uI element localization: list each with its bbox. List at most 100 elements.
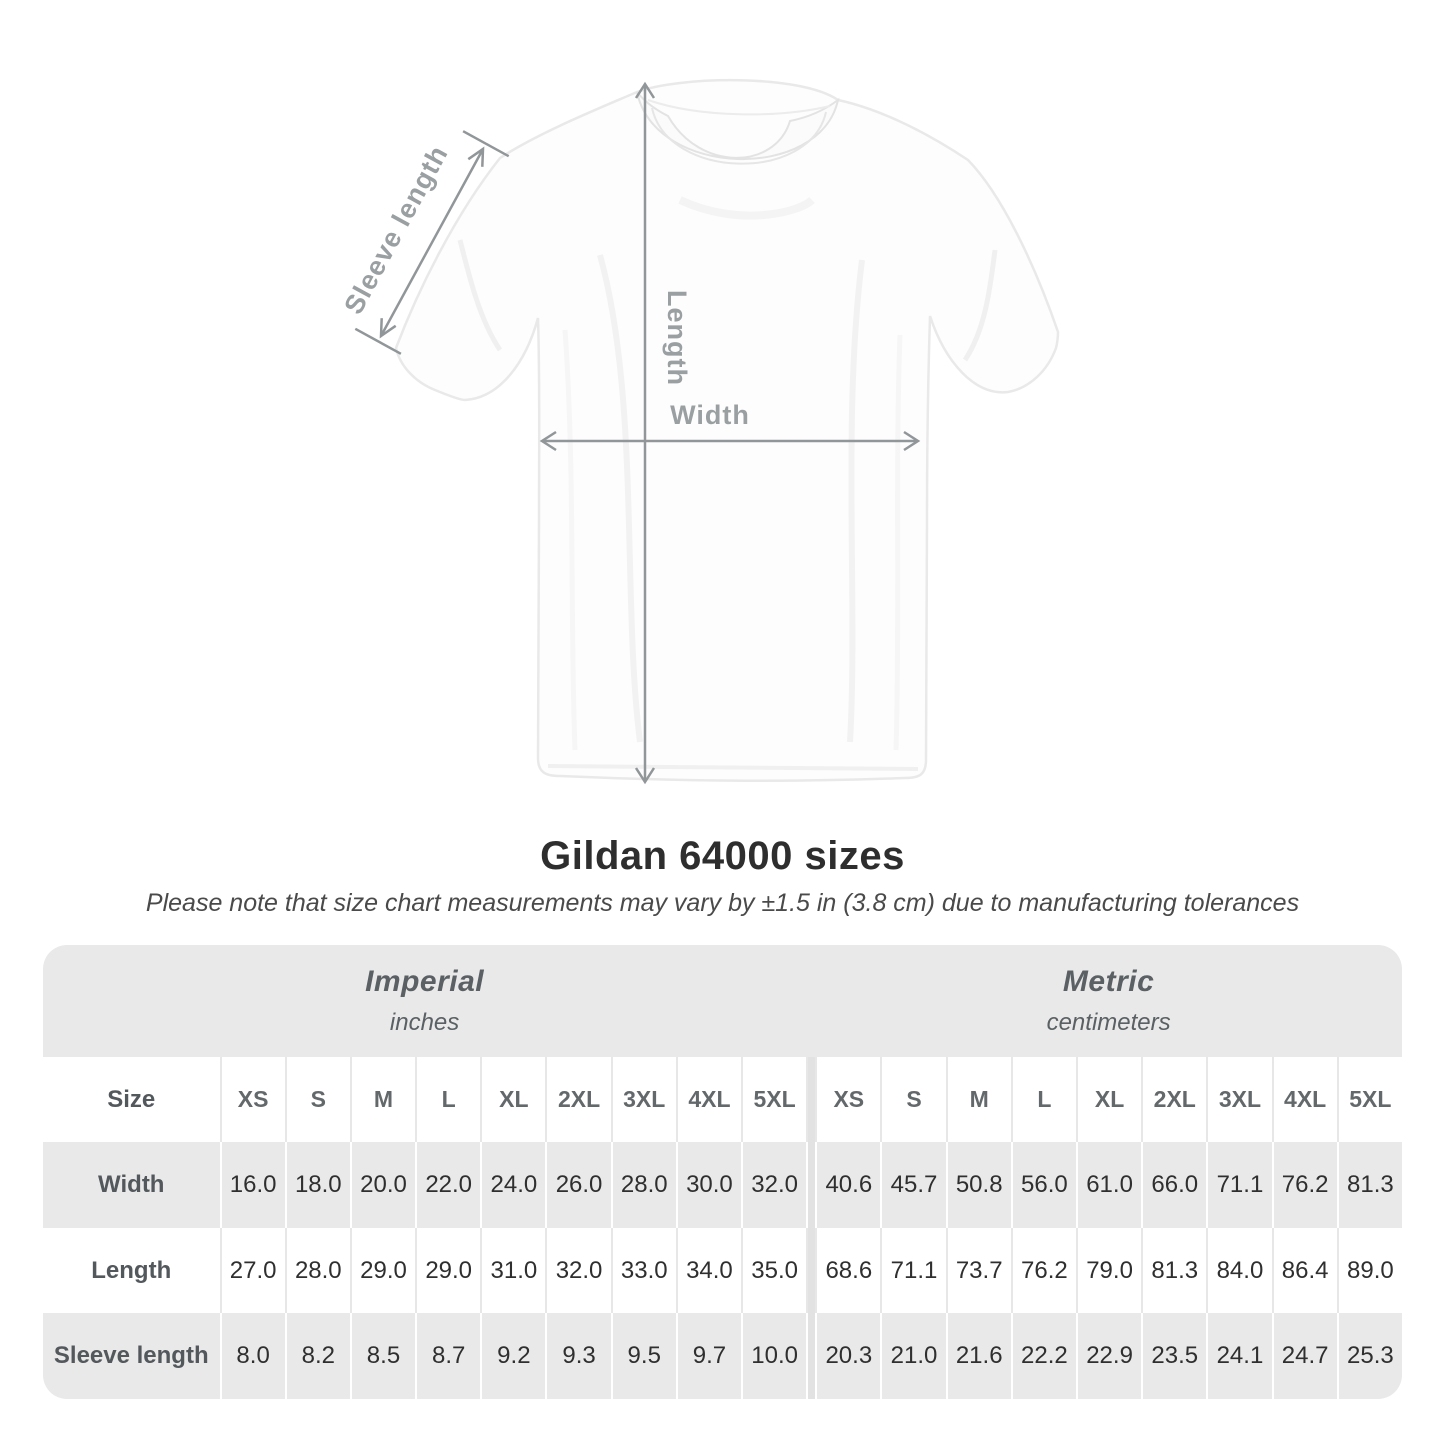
size-chart-table: Imperial inches Metric centimeters Size … [43,945,1402,1399]
value-cell: 35.0 [741,1228,807,1313]
metric-group-header: Metric centimeters [815,945,1402,1057]
size-col-header: XL [1075,1057,1142,1142]
page-subtitle: Please note that size chart measurements… [145,889,1300,917]
value-cell: 45.7 [880,1142,946,1228]
row-label-size: Size [43,1057,220,1142]
sleeve-length-row: Sleeve length 8.0 8.2 8.5 8.7 9.2 9.3 9.… [43,1313,1402,1399]
width-arrow [539,430,921,452]
size-col-header: 2XL [1141,1057,1207,1142]
value-cell: 29.0 [349,1228,416,1313]
size-col-header: 2XL [545,1057,611,1142]
size-col-header: 3XL [1206,1057,1272,1142]
value-cell: 30.0 [675,1142,742,1228]
size-col-header: S [880,1057,946,1142]
value-cell: 33.0 [610,1228,676,1313]
value-cell: 32.0 [545,1228,611,1313]
width-row: Width 16.0 18.0 20.0 22.0 24.0 26.0 28.0… [43,1142,1402,1228]
page-title: Gildan 64000 sizes [540,834,905,878]
size-col-header: 3XL [610,1057,676,1142]
value-cell: 22.9 [1075,1313,1142,1399]
value-cell: 8.7 [415,1313,481,1399]
size-col-header: S [284,1057,350,1142]
value-cell: 8.5 [349,1313,416,1399]
value-cell: 81.3 [1336,1142,1402,1228]
value-cell: 9.3 [545,1313,611,1399]
value-cell: 28.0 [610,1142,676,1228]
tshirt-illustration [394,78,1060,783]
tshirt-diagram: Sleeve length Length Width [338,78,1060,785]
value-cell: 68.6 [815,1228,881,1313]
value-cell: 66.0 [1141,1142,1207,1228]
value-cell: 9.2 [480,1313,546,1399]
value-cell: 23.5 [1141,1313,1207,1399]
value-cell: 10.0 [741,1313,807,1399]
value-cell: 50.8 [945,1142,1011,1228]
imperial-group-title: Imperial [365,965,485,998]
size-col-header: XL [480,1057,546,1142]
size-col-header: 4XL [1271,1057,1337,1142]
value-cell: 31.0 [480,1228,546,1313]
column-divider [806,1142,816,1228]
value-cell: 24.0 [480,1142,546,1228]
length-label: Length [662,290,692,386]
size-col-header: XS [219,1057,285,1142]
size-col-header: 5XL [1336,1057,1402,1142]
value-cell: 27.0 [219,1228,285,1313]
value-cell: 56.0 [1010,1142,1076,1228]
value-cell: 21.0 [880,1313,946,1399]
value-cell: 89.0 [1336,1228,1402,1313]
imperial-group-unit: inches [389,1009,460,1036]
value-cell: 61.0 [1075,1142,1142,1228]
value-cell: 76.2 [1271,1142,1337,1228]
size-col-header: L [1010,1057,1076,1142]
row-label-length: Length [43,1228,220,1313]
column-divider [806,1313,816,1399]
value-cell: 25.3 [1336,1313,1402,1399]
value-cell: 40.6 [815,1142,881,1228]
length-row: Length 27.0 28.0 29.0 29.0 31.0 32.0 33.… [43,1228,1402,1313]
size-col-header: L [415,1057,481,1142]
value-cell: 18.0 [284,1142,350,1228]
size-chart: Imperial inches Metric centimeters Size … [43,945,1402,1399]
value-cell: 79.0 [1075,1228,1142,1313]
value-cell: 28.0 [284,1228,350,1313]
value-cell: 8.0 [219,1313,285,1399]
length-arrow [634,81,656,785]
size-col-header: XS [815,1057,881,1142]
value-cell: 24.7 [1271,1313,1337,1399]
value-cell: 22.2 [1010,1313,1076,1399]
size-col-header: M [349,1057,416,1142]
value-cell: 9.5 [610,1313,676,1399]
column-divider [806,1057,816,1142]
unit-group-header-row: Imperial inches Metric centimeters [43,945,1402,1057]
imperial-group-header: Imperial inches [43,945,807,1057]
size-col-header: 4XL [675,1057,742,1142]
size-col-header: M [945,1057,1011,1142]
tshirt-measurement-figure: Sleeve length Length Width [338,78,1060,785]
width-label: Width [670,400,750,430]
value-cell: 84.0 [1206,1228,1272,1313]
value-cell: 73.7 [945,1228,1011,1313]
group-divider [806,945,816,1057]
value-cell: 26.0 [545,1142,611,1228]
value-cell: 29.0 [415,1228,481,1313]
value-cell: 34.0 [675,1228,742,1313]
value-cell: 20.3 [815,1313,881,1399]
column-divider [806,1228,816,1313]
value-cell: 32.0 [741,1142,807,1228]
value-cell: 20.0 [349,1142,416,1228]
value-cell: 9.7 [675,1313,742,1399]
metric-group-unit: centimeters [1046,1009,1171,1036]
value-cell: 71.1 [1206,1142,1272,1228]
row-label-sleeve-length: Sleeve length [43,1313,220,1399]
value-cell: 16.0 [219,1142,285,1228]
size-header-row: Size XS S M L XL 2XL 3XL 4XL 5XL XS S M … [43,1057,1402,1142]
row-label-width: Width [43,1142,220,1228]
metric-group-title: Metric [1062,965,1155,998]
value-cell: 76.2 [1010,1228,1076,1313]
value-cell: 86.4 [1271,1228,1337,1313]
value-cell: 8.2 [284,1313,350,1399]
value-cell: 71.1 [880,1228,946,1313]
value-cell: 24.1 [1206,1313,1272,1399]
sleeve-length-arrow [354,130,510,355]
